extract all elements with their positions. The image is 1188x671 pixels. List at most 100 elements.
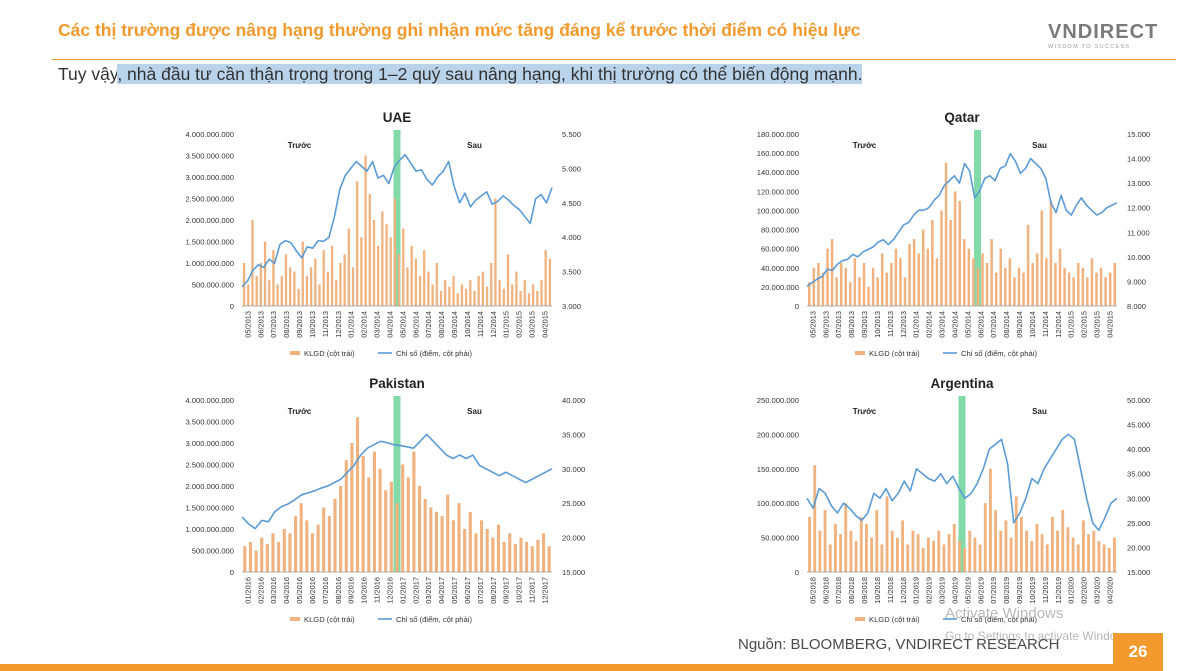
x-axis-tick: 07/2019 <box>989 577 998 604</box>
volume-bar <box>393 198 397 306</box>
volume-bar <box>309 267 313 306</box>
x-axis-tick: 09/2013 <box>860 311 869 338</box>
left-axis-tick: 120.000.000 <box>757 187 799 196</box>
left-axis-tick: 500.000.000 <box>192 281 234 290</box>
legend-line-label: Chỉ số (điểm, cột phải) <box>961 349 1037 358</box>
x-axis-tick: 05/2014 <box>398 311 407 338</box>
volume-bar <box>280 275 283 306</box>
volume-bar <box>903 277 907 306</box>
left-axis-tick: 500.000.000 <box>192 547 234 556</box>
volume-bar <box>513 544 517 572</box>
volume-bar <box>826 248 829 306</box>
legend-bar-label: KLGD (cột trái) <box>304 615 355 624</box>
x-axis-tick: 05/2014 <box>963 311 972 338</box>
volume-bar <box>1035 523 1039 572</box>
volume-bar <box>330 245 334 306</box>
volume-bar <box>854 541 858 572</box>
volume-bar <box>849 530 853 572</box>
volume-bar <box>1082 520 1085 572</box>
volume-bar <box>871 267 875 306</box>
volume-bar <box>402 228 405 306</box>
volume-bar <box>922 229 925 306</box>
x-axis-tick: 12/2017 <box>540 577 549 604</box>
legend-bar-label: KLGD (cột trái) <box>304 349 355 358</box>
volume-bar <box>880 544 884 572</box>
volume-bar <box>830 239 834 306</box>
volume-bar <box>263 241 267 306</box>
volume-bar <box>1045 258 1048 306</box>
x-axis-tick: 02/2014 <box>360 311 369 338</box>
watermark-line-2: Go to Settings to activate Windows. <box>945 629 1135 643</box>
volume-bar <box>994 272 998 306</box>
x-axis-tick: 12/2013 <box>334 311 343 338</box>
volume-bar <box>368 194 371 306</box>
x-axis-tick: 07/2013 <box>269 311 278 338</box>
volume-bar <box>942 544 946 572</box>
x-axis-tick: 10/2013 <box>308 311 317 338</box>
volume-bar <box>999 530 1003 572</box>
x-axis-tick: 03/2015 <box>1093 311 1102 338</box>
volume-bar <box>389 481 393 572</box>
after-label: Sau <box>467 407 482 416</box>
right-axis-tick: 11.000 <box>1127 228 1150 237</box>
legend-bar-swatch <box>290 617 300 621</box>
right-axis-tick: 14.000 <box>1127 155 1150 164</box>
volume-bar <box>1076 544 1080 572</box>
volume-bar <box>301 241 304 306</box>
x-axis-tick: 12/2013 <box>899 311 908 338</box>
x-axis-tick: 11/2013 <box>886 311 895 337</box>
left-axis-tick: 3.500.000.000 <box>185 418 234 427</box>
page-number: 26 <box>1113 633 1163 671</box>
volume-bar <box>440 516 444 572</box>
volume-bar <box>949 220 952 306</box>
volume-bar <box>1097 541 1101 572</box>
left-axis-tick: 2.500.000.000 <box>185 461 234 470</box>
left-axis-tick: 2.000.000.000 <box>185 482 234 491</box>
volume-bar <box>976 267 980 306</box>
volume-bar <box>468 511 472 572</box>
left-axis-tick: 20.000.000 <box>761 283 799 292</box>
index-line <box>806 152 1118 287</box>
volume-bar <box>305 275 309 306</box>
left-axis-tick: 2.000.000.000 <box>185 216 234 225</box>
volume-bar <box>378 468 382 572</box>
volume-bar <box>414 258 417 306</box>
right-axis-tick: 25.000 <box>562 499 585 508</box>
volume-bar <box>347 228 350 306</box>
right-axis-tick: 40.000 <box>1127 445 1150 454</box>
volume-bar <box>1077 263 1080 306</box>
upgrade-event-band <box>958 396 966 572</box>
right-axis-tick: 20.000 <box>562 534 585 543</box>
volume-bar <box>844 503 848 572</box>
volume-bar <box>1022 272 1025 306</box>
volume-bar <box>401 464 405 572</box>
volume-bar <box>372 451 376 572</box>
volume-bar <box>473 290 476 306</box>
x-axis-tick: 09/2016 <box>347 577 356 604</box>
volume-bar <box>395 503 399 572</box>
volume-bar <box>953 191 957 306</box>
volume-bar <box>265 544 269 572</box>
x-axis-tick: 04/2014 <box>385 311 394 338</box>
chart-uae: UAE 0 500.000.000 1.000.000.000 1.500.000.00… <box>170 104 600 366</box>
left-axis-tick: 40.000.000 <box>761 264 799 273</box>
legend-bar-swatch <box>290 351 300 355</box>
right-axis-tick: 4.500 <box>562 199 581 208</box>
volume-bar <box>480 520 484 572</box>
volume-bar <box>385 224 388 306</box>
volume-bar <box>343 254 346 306</box>
x-axis-tick: 08/2017 <box>489 577 498 604</box>
volume-bar <box>254 550 258 572</box>
volume-bar <box>519 290 522 306</box>
right-axis-tick: 10.000 <box>1127 253 1150 262</box>
volume-bar <box>381 211 384 306</box>
x-axis-tick: 08/2018 <box>847 577 856 604</box>
volume-bar <box>944 162 948 306</box>
volume-bar <box>372 220 376 306</box>
left-axis-tick: 200.000.000 <box>757 430 799 439</box>
volume-bar <box>1071 537 1075 572</box>
volume-bar <box>947 534 951 572</box>
right-axis-tick: 9.000 <box>1127 277 1146 286</box>
x-axis-tick: 06/2016 <box>308 577 317 604</box>
chart-argentina: Argentina 0 50.000.000 100.000.000 150.000.0… <box>735 370 1165 632</box>
